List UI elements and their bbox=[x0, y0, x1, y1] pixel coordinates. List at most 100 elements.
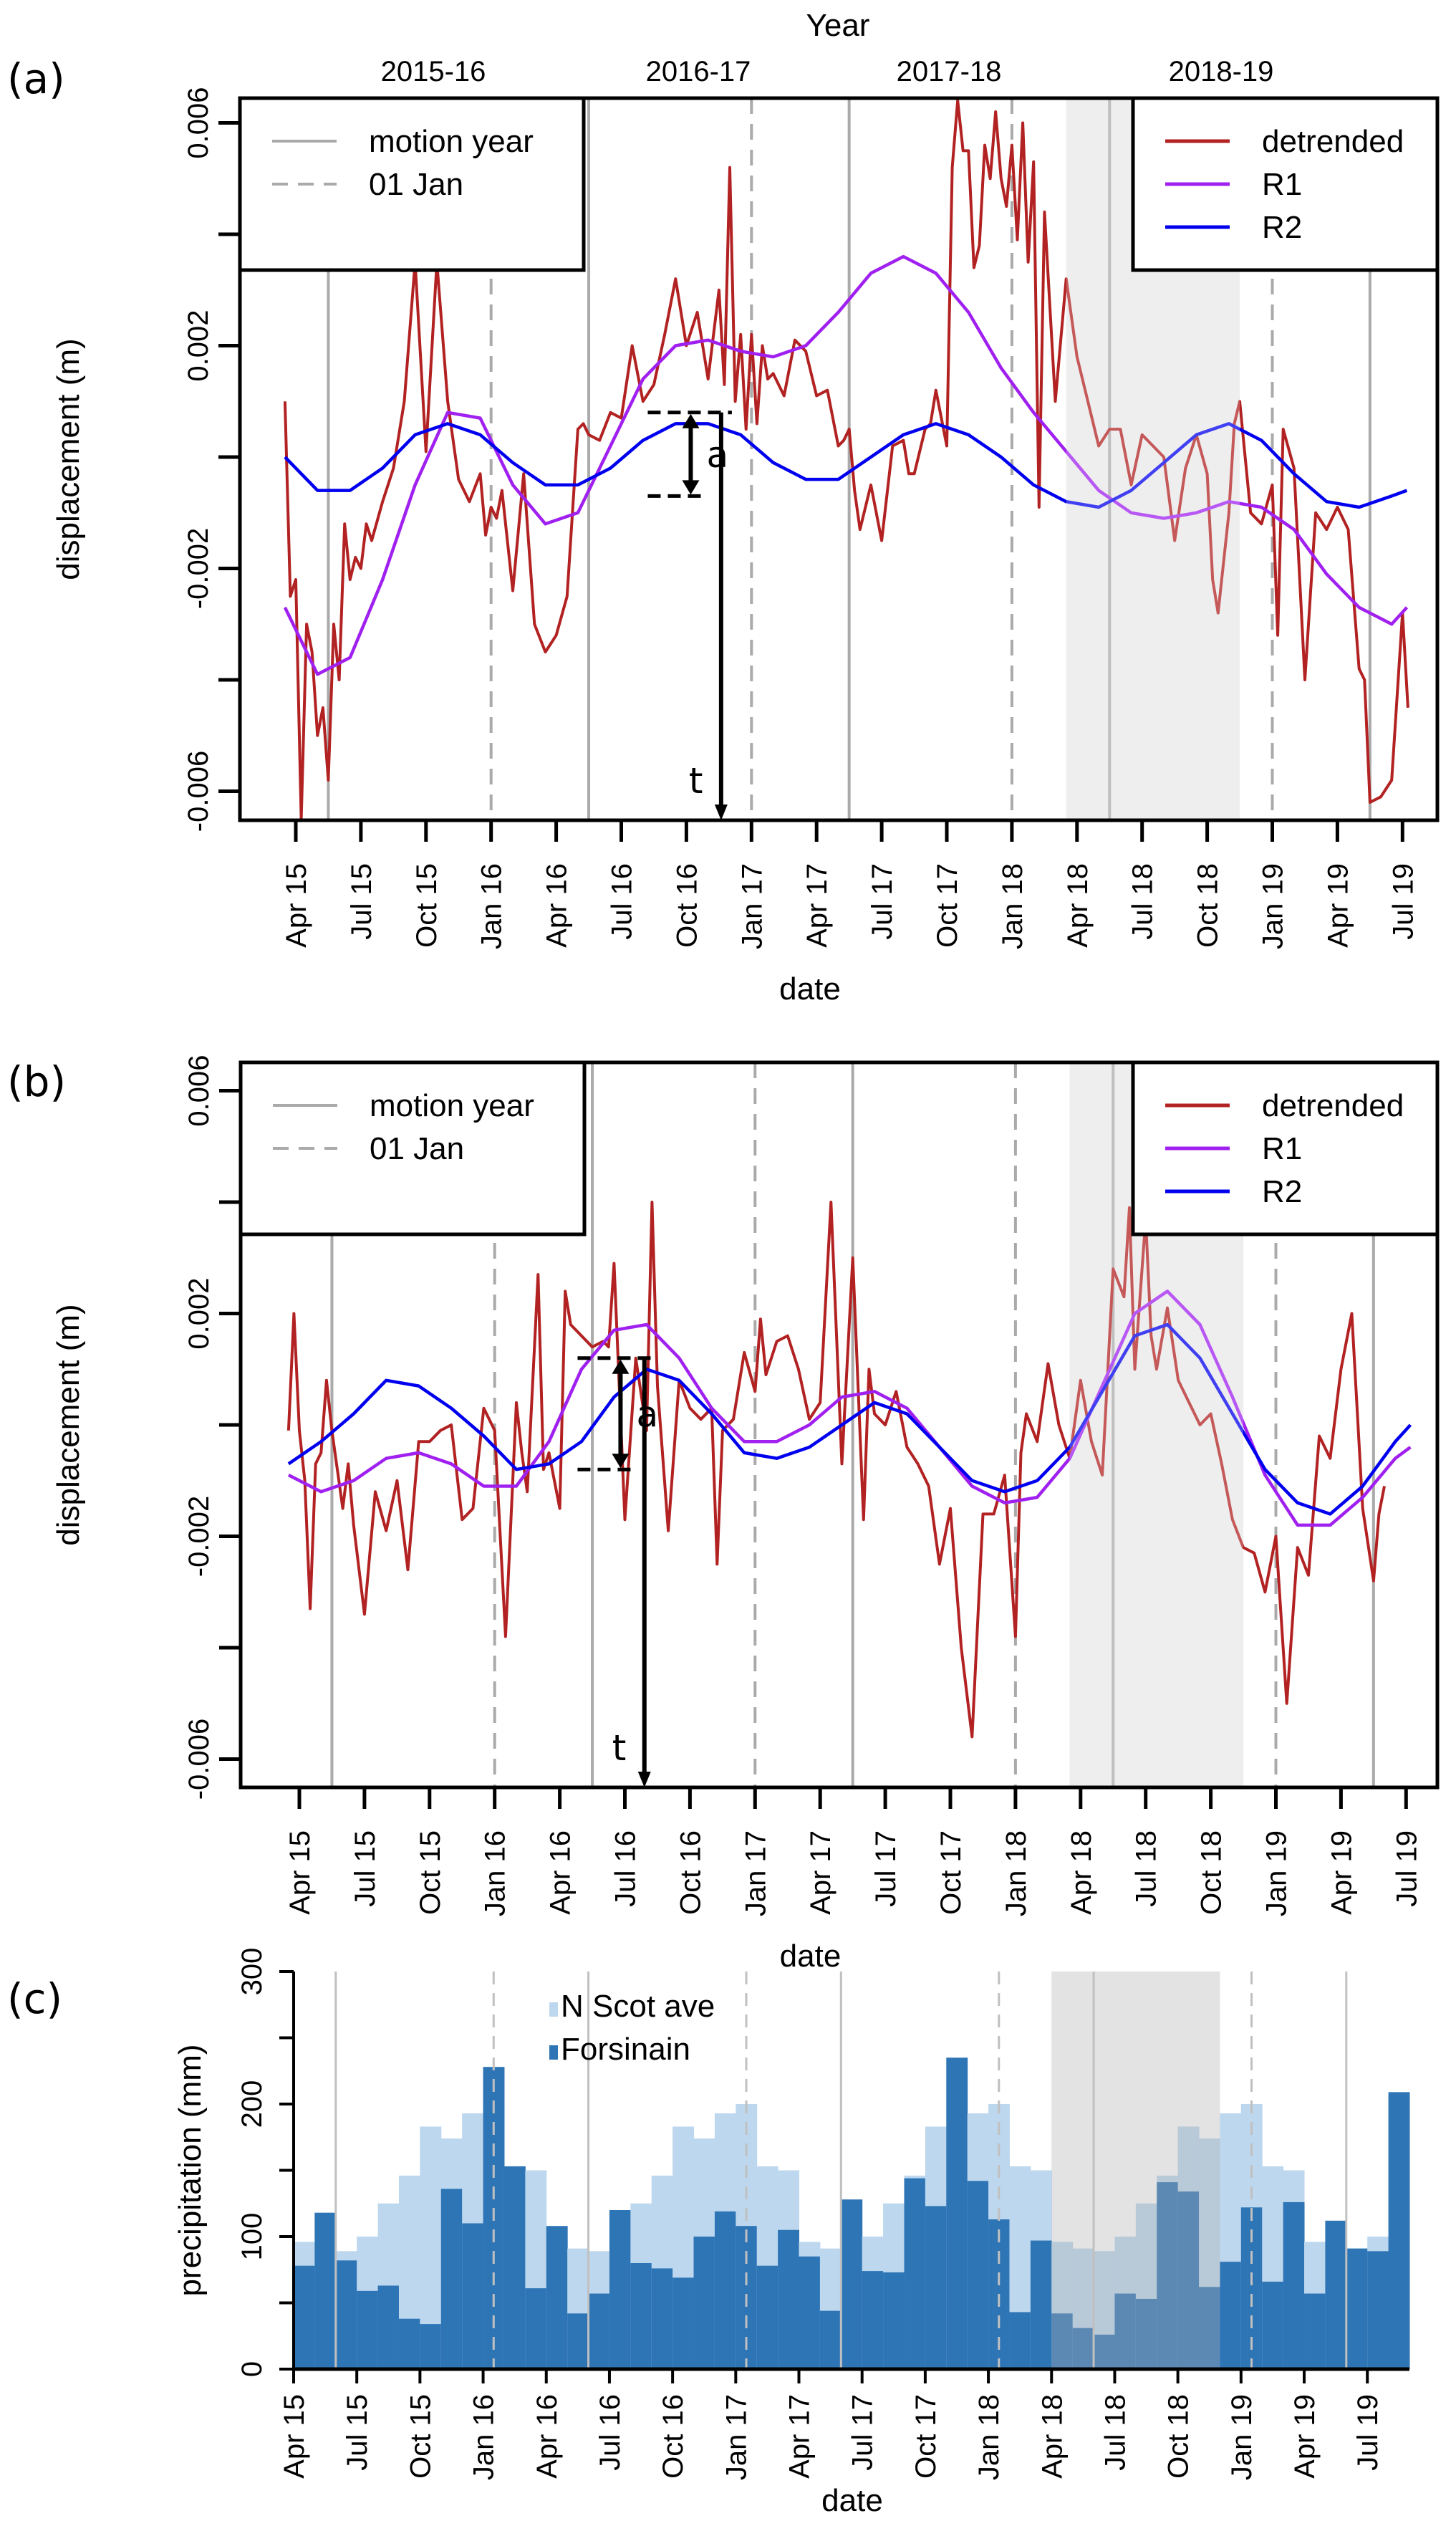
x-tick-label: Oct 16 bbox=[675, 1830, 706, 1915]
legend-label: Forsinain bbox=[561, 2032, 690, 2067]
bar-forsinain bbox=[398, 2318, 420, 2369]
series-r1 bbox=[287, 1290, 1412, 1527]
bar-forsinain bbox=[1346, 2248, 1368, 2369]
bar-forsinain bbox=[1051, 2313, 1074, 2369]
x-tick-label: Oct 15 bbox=[415, 1830, 446, 1915]
bar-forsinain bbox=[1283, 2201, 1305, 2369]
x-tick-label: Jan 16 bbox=[480, 1830, 511, 1916]
annotation-a-label: a bbox=[706, 434, 728, 476]
bar-forsinain bbox=[1030, 2240, 1052, 2369]
x-tick-label: Apr 18 bbox=[1066, 1830, 1097, 1915]
x-tick-label: Apr 17 bbox=[784, 2394, 816, 2479]
amplitude-arrowhead-down bbox=[682, 480, 700, 495]
x-tick-label: Apr 17 bbox=[805, 1830, 837, 1915]
bar-forsinain bbox=[862, 2271, 884, 2369]
bar-forsinain bbox=[1388, 2092, 1410, 2369]
x-tick-label: Oct 18 bbox=[1192, 863, 1224, 948]
bar-forsinain bbox=[714, 2211, 736, 2369]
bar-forsinain bbox=[357, 2290, 379, 2369]
bar-forsinain bbox=[778, 2229, 800, 2369]
bar-forsinain bbox=[651, 2268, 673, 2369]
x-tick-label: Apr 15 bbox=[281, 863, 312, 948]
panel-label-b: (b) bbox=[7, 1057, 66, 1106]
bar-forsinain bbox=[1135, 2298, 1157, 2369]
x-tick-label: Jul 15 bbox=[342, 2394, 373, 2471]
year-axis-title: Year bbox=[806, 8, 870, 43]
x-tick-label: Apr 18 bbox=[1036, 2394, 1068, 2479]
legend-label: N Scot ave bbox=[561, 1989, 715, 2024]
bar-forsinain bbox=[1114, 2293, 1137, 2369]
annotation-a-label: a bbox=[636, 1393, 658, 1435]
year-label: 2015-16 bbox=[381, 56, 486, 87]
bar-forsinain bbox=[503, 2166, 526, 2369]
bar-forsinain bbox=[1220, 2262, 1242, 2369]
bar-forsinain bbox=[1009, 2312, 1031, 2369]
x-tick-label: Oct 15 bbox=[405, 2394, 436, 2479]
x-tick-label: Apr 18 bbox=[1062, 863, 1094, 948]
y-axis-title: displacement (m) bbox=[51, 338, 86, 580]
x-tick-label: Jul 18 bbox=[1127, 863, 1159, 940]
panel-c-precipitation-chart: 0 100 200 300 Apr 15 Jul 15 Oct 15 Jan 16 Apr 16… bbox=[173, 1948, 1410, 2518]
x-tick-label: Oct 17 bbox=[935, 1830, 967, 1915]
legend-precipitation: N Scot ave Forsinain bbox=[549, 1989, 715, 2067]
x-axis-title: date bbox=[821, 2483, 883, 2518]
legend-reference-lines: motion year 01 Jan bbox=[238, 96, 586, 272]
timing-arrowhead bbox=[714, 805, 728, 820]
y-tick-label: -0.006 bbox=[183, 1719, 215, 1800]
bar-forsinain bbox=[525, 2288, 547, 2369]
y-tick-label: 0.002 bbox=[183, 1277, 215, 1349]
x-tick-label: Jul 18 bbox=[1131, 1830, 1162, 1907]
bar-forsinain bbox=[1072, 2328, 1094, 2369]
x-tick-label: Oct 17 bbox=[932, 863, 963, 948]
bar-forsinain bbox=[946, 2057, 968, 2369]
bar-forsinain bbox=[335, 2260, 357, 2369]
y-tick-label: 0.002 bbox=[183, 309, 214, 381]
y-tick-label: 200 bbox=[236, 2080, 268, 2128]
x-tick-label: Oct 17 bbox=[910, 2394, 942, 2479]
x-tick-label: Jan 18 bbox=[1001, 1830, 1032, 1916]
x-tick-label: Jul 16 bbox=[594, 2394, 626, 2471]
panel-label-a: (a) bbox=[7, 54, 65, 103]
bar-forsinain bbox=[1325, 2220, 1347, 2369]
bar-forsinain bbox=[1367, 2251, 1389, 2369]
legend-swatch bbox=[549, 2045, 558, 2060]
legend-label: motion year bbox=[369, 124, 534, 159]
x-tick-label: Jan 17 bbox=[736, 863, 768, 949]
shaded-period bbox=[1051, 1972, 1220, 2369]
y-tick-label: -0.006 bbox=[183, 751, 214, 832]
x-tick-label: Jan 19 bbox=[1261, 1830, 1293, 1916]
bar-forsinain bbox=[294, 2265, 315, 2369]
legend-label: detrended bbox=[1262, 1088, 1404, 1123]
x-tick-label: Oct 16 bbox=[671, 863, 703, 948]
x-tick-label: Jul 19 bbox=[1352, 2394, 1384, 2471]
y-tick-label: -0.002 bbox=[183, 1496, 215, 1577]
year-label: 2016-17 bbox=[646, 56, 751, 87]
x-tick-label: Jul 17 bbox=[867, 863, 898, 940]
bar-forsinain bbox=[1177, 2191, 1200, 2369]
bar-forsinain bbox=[462, 2223, 484, 2369]
panel-b-displacement-chart: a t -0.006 -0.002 0.002 0.006 Apr 15 Jul 15 Oct … bbox=[51, 1055, 1440, 1974]
bar-forsinain bbox=[672, 2277, 695, 2369]
bar-forsinain bbox=[883, 2272, 905, 2369]
amplitude-arrowhead-down bbox=[612, 1454, 630, 1469]
bar-forsinain bbox=[440, 2189, 463, 2369]
amplitude-arrowhead-up bbox=[612, 1359, 630, 1374]
annotation-t-label: t bbox=[689, 760, 703, 802]
legend-label: motion year bbox=[370, 1088, 534, 1123]
bar-forsinain bbox=[377, 2285, 400, 2369]
bar-forsinain bbox=[546, 2226, 568, 2369]
x-tick-label: Jan 16 bbox=[468, 2394, 500, 2480]
bar-forsinain bbox=[819, 2310, 842, 2369]
bar-forsinain bbox=[1262, 2281, 1284, 2369]
bar-forsinain bbox=[609, 2210, 631, 2369]
y-tick-label: 0 bbox=[236, 2361, 268, 2377]
x-tick-label: Jan 18 bbox=[997, 863, 1028, 949]
x-tick-label: Jul 16 bbox=[610, 1830, 642, 1907]
x-tick-label: Apr 16 bbox=[531, 2394, 563, 2479]
legend-label: R1 bbox=[1262, 167, 1302, 202]
timing-arrowhead bbox=[637, 1772, 651, 1787]
x-tick-label: Jul 15 bbox=[349, 1830, 381, 1907]
x-tick-label: Apr 19 bbox=[1326, 1830, 1357, 1915]
legend-label: detrended bbox=[1262, 124, 1404, 159]
